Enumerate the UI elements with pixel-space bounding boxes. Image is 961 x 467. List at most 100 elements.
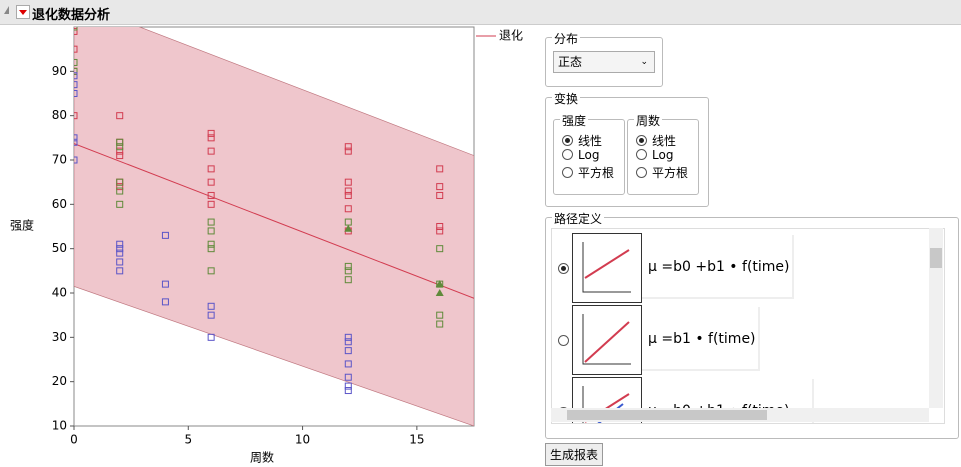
point	[116, 112, 124, 120]
radio	[562, 149, 573, 160]
point	[116, 147, 124, 155]
collapse-icon[interactable]	[4, 6, 9, 14]
radio-label: 平方根	[652, 166, 689, 180]
point	[207, 311, 215, 319]
point	[207, 134, 215, 142]
y-tick-label: 60	[52, 197, 67, 211]
radio-option[interactable]: 平方根	[562, 164, 614, 181]
option-frame	[642, 235, 794, 299]
y-tick-label: 80	[52, 108, 67, 122]
radio	[636, 167, 647, 178]
point	[74, 138, 78, 146]
radio	[562, 167, 573, 178]
point	[116, 267, 124, 275]
point	[74, 45, 78, 53]
path-thumbnail	[572, 305, 642, 375]
thumbnail-graphic	[582, 314, 631, 365]
point	[116, 200, 124, 208]
x-tick-label: 5	[184, 433, 192, 447]
confidence-band	[74, 27, 474, 426]
point	[207, 240, 215, 248]
radio-option[interactable]: Log	[562, 148, 599, 162]
point	[116, 152, 124, 160]
x-tick-label: 10	[295, 433, 310, 447]
point	[436, 227, 444, 235]
radio[interactable]	[558, 335, 569, 346]
point	[74, 134, 78, 142]
point	[436, 245, 444, 253]
point	[436, 311, 444, 319]
thumbnail-graphic	[582, 242, 631, 293]
point	[74, 112, 78, 120]
point	[344, 387, 352, 395]
point	[344, 382, 352, 390]
point	[116, 245, 124, 253]
option-frame	[642, 379, 814, 423]
point	[344, 360, 352, 368]
radio[interactable]	[558, 263, 569, 274]
menu-icon[interactable]	[16, 5, 30, 19]
panel-title: 分布	[552, 30, 581, 47]
point	[74, 90, 78, 97]
x-tick-label: 15	[409, 433, 424, 447]
path-formula: μ =b0 +b1 • f(time)	[648, 259, 790, 275]
path-panel: 路径定义 μ =b0 +b1 • f(time)μ =b1 • f(time)μ…	[545, 210, 959, 439]
transform-panel: 变换 强度 线性 Log 平方根 周数 线性 Log 平方根	[545, 90, 709, 207]
point	[74, 156, 78, 164]
point	[207, 227, 215, 235]
report-title: 退化数据分析	[32, 8, 111, 23]
dropdown[interactable]: 正态 ⌄	[553, 51, 655, 73]
dropdown-value: 正态	[558, 55, 583, 69]
point	[344, 187, 352, 195]
point	[161, 231, 169, 239]
point	[116, 240, 124, 248]
legend-label: 退化	[499, 29, 523, 43]
y-tick-label: 30	[52, 330, 67, 344]
point	[74, 81, 78, 89]
button[interactable]: 生成报表	[545, 443, 604, 466]
panel-title: 路径定义	[552, 210, 605, 227]
y-tick-label: 40	[52, 286, 67, 300]
point	[116, 138, 124, 146]
radio-option[interactable]: 线性	[562, 132, 602, 149]
y-tick-label: 90	[52, 64, 67, 78]
scroll-area: μ =b0 +b1 • f(time)μ =b1 • f(time)μ =b0 …	[551, 228, 945, 424]
plot-content	[74, 27, 474, 426]
point	[344, 262, 352, 270]
path-thumbnail	[572, 233, 642, 303]
point	[116, 258, 124, 266]
h-scrollbar[interactable]	[551, 408, 929, 422]
radio	[562, 135, 573, 146]
title-bar	[0, 0, 961, 25]
point	[207, 302, 215, 310]
point	[436, 183, 444, 191]
y-tick-label: 10	[52, 419, 67, 433]
point	[116, 178, 124, 186]
distribution-panel: 分布 正态 ⌄	[545, 30, 663, 87]
radio-label: 平方根	[578, 166, 615, 180]
point	[74, 58, 78, 66]
point	[207, 191, 215, 199]
v-scrollbar[interactable]	[929, 228, 943, 408]
radio-option[interactable]: 线性	[636, 132, 676, 149]
point	[116, 143, 124, 151]
radio-option[interactable]: Log	[636, 148, 673, 162]
panel-title: 变换	[552, 90, 581, 107]
point	[116, 249, 124, 257]
point	[344, 147, 352, 155]
point	[207, 245, 215, 253]
transform-group: 周数 线性 Log 平方根	[627, 112, 699, 195]
path-formula: μ =b1 • f(time)	[648, 331, 756, 347]
radio	[636, 135, 647, 146]
point	[344, 178, 352, 186]
radio-option[interactable]: 平方根	[636, 164, 688, 181]
point	[344, 143, 352, 151]
radio	[636, 149, 647, 160]
point	[207, 129, 215, 137]
point	[207, 165, 215, 173]
point	[436, 223, 444, 230]
y-axis-label: 强度	[10, 218, 34, 233]
point	[74, 67, 78, 75]
radio-label: 线性	[578, 134, 603, 148]
